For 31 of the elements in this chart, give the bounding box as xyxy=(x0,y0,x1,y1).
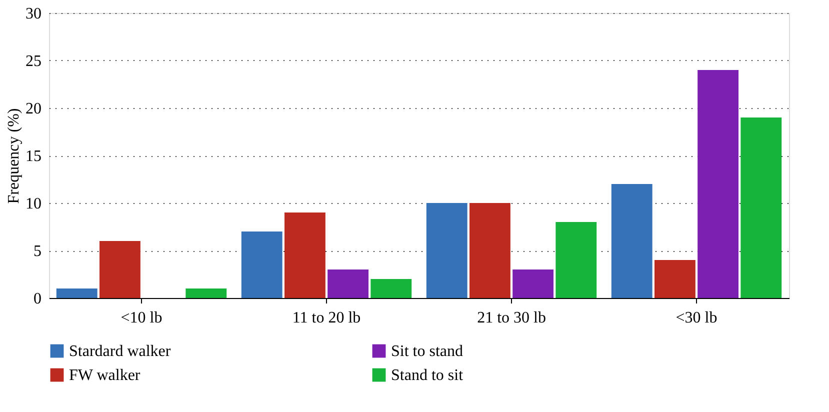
y-tick-label: 10 xyxy=(26,196,42,212)
bar xyxy=(469,203,510,298)
x-tick-label: <30 lb xyxy=(676,310,718,326)
bar xyxy=(328,270,369,298)
y-tick-label: 25 xyxy=(26,53,42,70)
bar xyxy=(512,270,554,298)
bar xyxy=(556,222,597,298)
y-axis-title: Frequency (%) xyxy=(6,108,22,204)
legend-label: Sit to stand xyxy=(391,343,464,360)
bar xyxy=(186,288,227,298)
x-tick-label: 21 to 30 lb xyxy=(477,310,546,326)
bar xyxy=(56,288,98,298)
bar xyxy=(654,260,696,298)
bar xyxy=(370,279,412,298)
legend-label: Stardard walker xyxy=(69,343,172,360)
bar xyxy=(698,70,739,298)
y-tick-label: 0 xyxy=(34,290,42,308)
legend-label: FW walker xyxy=(69,367,141,384)
bar xyxy=(426,203,468,298)
bar xyxy=(284,212,326,298)
bar xyxy=(611,184,652,298)
y-tick-label: 15 xyxy=(26,148,42,165)
bar xyxy=(241,232,282,298)
x-tick-label: <10 lb xyxy=(120,310,162,326)
x-tick-label: 11 to 20 lb xyxy=(292,310,361,326)
bar xyxy=(99,241,140,298)
y-tick-label: 30 xyxy=(26,6,42,22)
y-tick-label: 5 xyxy=(34,243,42,260)
bar xyxy=(740,118,782,298)
legend-label: Stand to sit xyxy=(391,367,464,384)
y-tick-label: 20 xyxy=(26,100,42,118)
